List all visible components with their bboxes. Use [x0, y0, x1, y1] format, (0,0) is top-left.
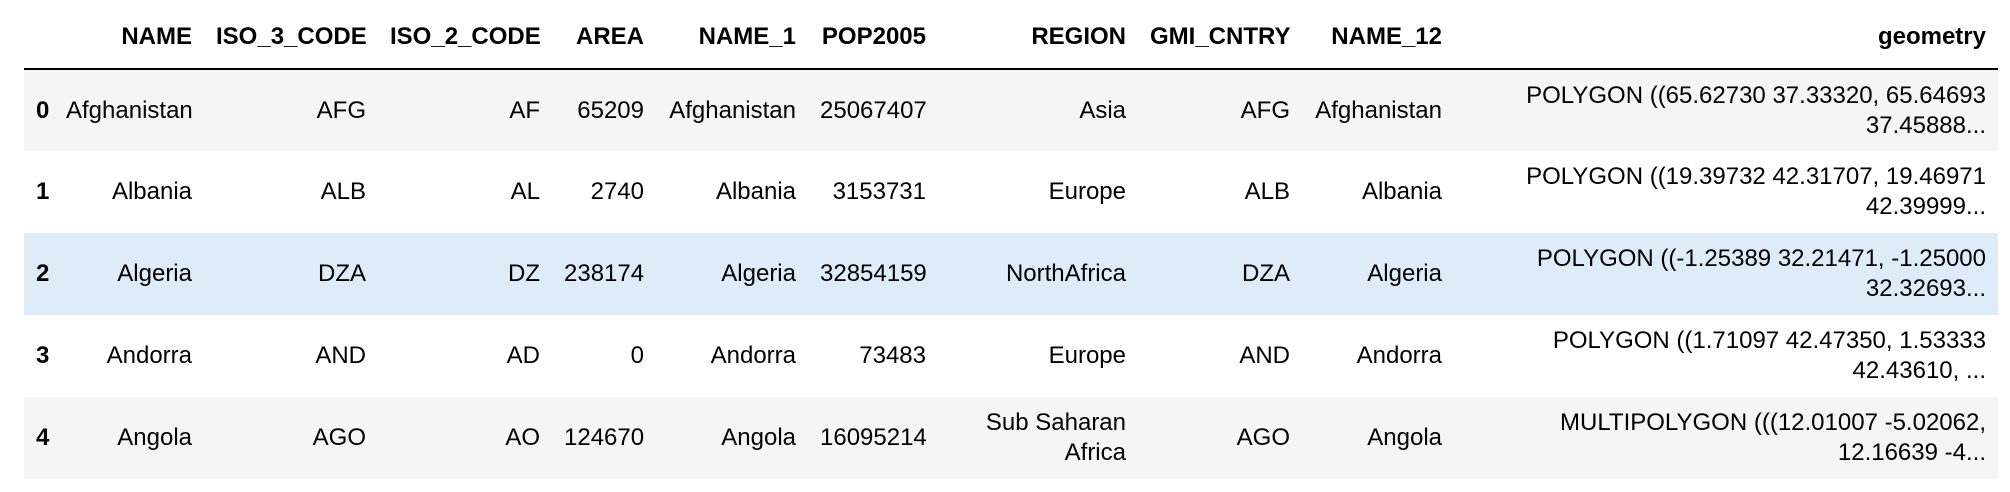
cell-iso2: AF — [509, 96, 540, 124]
header-row: NAME ISO_3_CODE ISO_2_CODE AREA NAME_1 P… — [24, 0, 1998, 70]
cell-name: Angola — [117, 424, 192, 451]
cell-name1: Algeria — [721, 260, 796, 287]
cell-name12: Algeria — [1367, 260, 1442, 287]
cell-name: Albania — [111, 178, 192, 205]
cell-area: 0 — [630, 342, 644, 369]
table-row-highlighted: 2 Algeria DZA DZ 238174 Algeria 32854159… — [24, 233, 1998, 315]
cell-name1: Afghanistan — [669, 96, 796, 124]
cell-area: 65209 — [577, 96, 644, 124]
row-index: 1 — [36, 178, 50, 205]
table-row: 4 Angola AGO AO 124670 Angola 16095214 S… — [24, 397, 1998, 479]
column-header-name12: NAME_12 — [1302, 0, 1454, 70]
cell-name12: Angola — [1367, 424, 1442, 451]
column-header-area: AREA — [552, 0, 656, 70]
column-header-name: NAME — [54, 0, 204, 70]
column-header-region: REGION — [938, 0, 1138, 70]
table-row: 0 Afghanistan AFG AF 65209 Afghanistan 2… — [24, 69, 1998, 151]
cell-geometry: POLYGON ((19.39732 42.31707, 19.46971 42… — [1526, 163, 1986, 220]
cell-gmi-cntry: AGO — [1236, 424, 1290, 451]
cell-iso3: AND — [315, 342, 366, 369]
cell-geometry: MULTIPOLYGON (((12.01007 -5.02062, 12.16… — [1560, 409, 1986, 466]
cell-gmi-cntry: AND — [1239, 342, 1290, 369]
cell-name12: Afghanistan — [1315, 96, 1442, 124]
table-body: 0 Afghanistan AFG AF 65209 Afghanistan 2… — [24, 69, 1998, 479]
index-header — [24, 0, 54, 70]
cell-geometry: POLYGON ((-1.25389 32.21471, -1.25000 32… — [1536, 245, 1986, 302]
table-header: NAME ISO_3_CODE ISO_2_CODE AREA NAME_1 P… — [24, 0, 1998, 70]
cell-pop2005: 25067407 — [820, 96, 927, 124]
cell-name: Andorra — [106, 342, 192, 369]
cell-iso3: DZA — [318, 260, 366, 287]
cell-region: Europe — [1048, 342, 1126, 369]
column-header-iso2: ISO_2_CODE — [378, 0, 552, 70]
cell-iso3: AFG — [316, 96, 366, 124]
cell-gmi-cntry: AFG — [1240, 96, 1290, 124]
column-header-iso3: ISO_3_CODE — [204, 0, 378, 70]
cell-region: Europe — [1048, 178, 1126, 205]
column-header-name1: NAME_1 — [656, 0, 808, 70]
row-index: 3 — [36, 342, 50, 369]
cell-pop2005: 3153731 — [832, 178, 926, 205]
table-row: 1 Albania ALB AL 2740 Albania 3153731 Eu… — [24, 151, 1998, 233]
cell-pop2005: 32854159 — [820, 260, 927, 287]
column-header-gmi-cntry: GMI_CNTRY — [1138, 0, 1302, 70]
dataframe-table: NAME ISO_3_CODE ISO_2_CODE AREA NAME_1 P… — [24, 0, 1998, 479]
cell-region: Sub Saharan Africa — [985, 409, 1126, 466]
cell-iso2: DZ — [508, 260, 540, 287]
cell-pop2005: 73483 — [859, 342, 926, 369]
cell-area: 238174 — [564, 260, 645, 287]
cell-geometry: POLYGON ((65.62730 37.33320, 65.64693 37… — [1526, 81, 1986, 139]
row-index: 2 — [36, 260, 50, 287]
cell-pop2005: 16095214 — [820, 424, 927, 451]
cell-region: Asia — [1079, 96, 1126, 124]
cell-name1: Angola — [721, 424, 796, 451]
cell-iso3: AGO — [312, 424, 366, 451]
cell-iso2: AD — [506, 342, 540, 369]
cell-iso3: ALB — [320, 178, 366, 205]
cell-name: Algeria — [117, 260, 192, 287]
cell-area: 124670 — [564, 424, 645, 451]
cell-name12: Andorra — [1356, 342, 1442, 369]
cell-iso2: AO — [505, 424, 540, 451]
column-header-geometry: geometry — [1454, 0, 1998, 70]
cell-name12: Albania — [1361, 178, 1442, 205]
cell-geometry: POLYGON ((1.71097 42.47350, 1.53333 42.4… — [1552, 327, 1986, 384]
cell-name1: Albania — [715, 178, 796, 205]
row-index: 4 — [36, 424, 50, 451]
cell-name1: Andorra — [710, 342, 796, 369]
column-header-pop2005: POP2005 — [808, 0, 938, 70]
row-index: 0 — [36, 96, 50, 124]
cell-iso2: AL — [510, 178, 540, 205]
cell-name: Afghanistan — [66, 96, 193, 124]
cell-region: NorthAfrica — [1005, 260, 1126, 287]
cell-gmi-cntry: DZA — [1242, 260, 1290, 287]
cell-area: 2740 — [590, 178, 644, 205]
table-row: 3 Andorra AND AD 0 Andorra 73483 Europe … — [24, 315, 1998, 397]
cell-gmi-cntry: ALB — [1244, 178, 1290, 205]
